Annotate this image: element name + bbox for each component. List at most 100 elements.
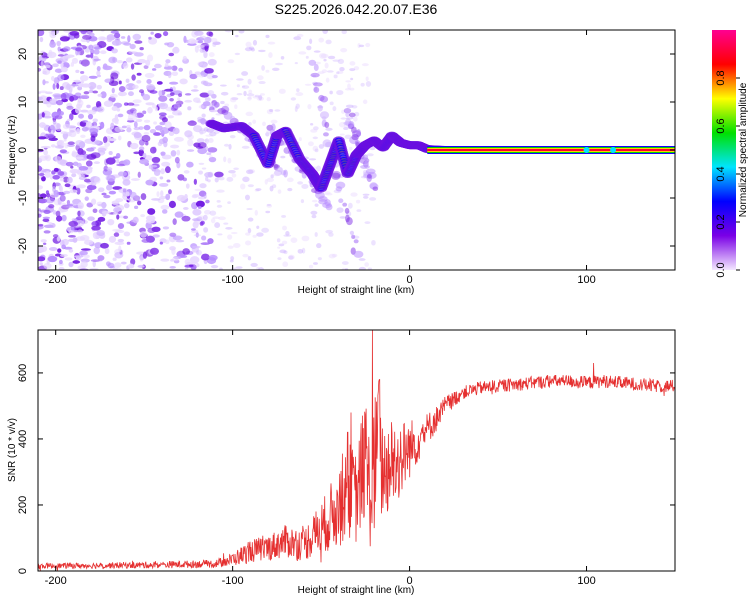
noise-blob: [247, 78, 252, 85]
snr-x-tick-label: 100: [577, 575, 595, 587]
noise-blob: [223, 143, 230, 147]
noise-blob: [353, 116, 358, 122]
noise-blob: [277, 257, 282, 261]
spectrogram-y-tick-label: -20: [17, 238, 29, 254]
noise-blob: [160, 258, 170, 262]
noise-blob: [235, 266, 243, 269]
noise-blob: [274, 109, 281, 112]
noise-blob: [55, 210, 61, 217]
noise-blob: [54, 68, 63, 73]
noise-blob: [133, 132, 142, 139]
noise-blob: [245, 240, 252, 246]
colorbar-tick-label: 0.2: [715, 214, 727, 229]
noise-blob: [204, 172, 213, 178]
noise-blob: [288, 255, 294, 260]
noise-blob: [67, 141, 75, 145]
noise-blob: [40, 193, 47, 199]
noise-blob: [349, 61, 356, 66]
noise-blob: [163, 31, 169, 37]
noise-blob: [364, 221, 371, 224]
noise-blob: [114, 126, 123, 132]
noise-blob: [123, 231, 131, 237]
noise-blob: [97, 255, 105, 261]
noise-blob: [365, 42, 371, 48]
noise-blob: [325, 39, 332, 45]
noise-blob: [93, 246, 100, 255]
noise-blob: [58, 259, 63, 265]
noise-blob: [56, 215, 63, 222]
noise-blob: [53, 167, 59, 172]
colorbar-tick-label: 0.8: [715, 70, 727, 85]
colorbar-ticks: 0.0 0.2 0.4 0.6 0.8: [715, 70, 740, 278]
noise-blob: [90, 259, 100, 262]
noise-blob: [40, 60, 44, 68]
noise-blob: [202, 214, 208, 221]
noise-blob: [195, 232, 199, 238]
noise-blob: [74, 107, 81, 114]
noise-blob: [295, 92, 304, 97]
noise-blob: [169, 232, 177, 237]
noise-blob: [86, 202, 94, 208]
noise-blob: [57, 110, 64, 116]
noise-blob: [109, 138, 117, 142]
noise-blob: [258, 94, 263, 101]
noise-blob: [45, 154, 51, 162]
noise-blob: [152, 234, 160, 238]
noise-blob: [199, 131, 204, 135]
noise-blob: [313, 50, 321, 53]
noise-blob: [38, 148, 45, 153]
noise-blob: [68, 261, 74, 268]
noise-blob: [159, 126, 170, 135]
noise-blob: [214, 171, 224, 178]
noise-blob: [41, 176, 46, 182]
noise-blob: [256, 225, 260, 229]
noise-blob: [293, 36, 302, 41]
noise-blob: [201, 44, 210, 47]
noise-blob: [117, 222, 125, 230]
noise-blob: [136, 72, 142, 76]
streak-blob: [276, 167, 283, 172]
noise-blob: [250, 262, 258, 268]
noise-blob: [129, 43, 136, 50]
noise-blob: [326, 70, 334, 73]
noise-blob: [200, 242, 211, 246]
noise-blob: [236, 92, 243, 96]
noise-blob: [349, 146, 353, 151]
spectrogram-x-tick-label: -100: [222, 274, 244, 286]
noise-blob: [258, 81, 266, 85]
noise-blob: [248, 89, 253, 95]
noise-blob: [209, 155, 213, 158]
noise-blob: [72, 237, 78, 243]
noise-blob: [65, 161, 74, 167]
streak-blob: [348, 112, 356, 118]
noise-blob: [114, 32, 121, 39]
noise-blob: [114, 114, 119, 122]
noise-blob: [87, 113, 94, 120]
noise-blob: [231, 173, 237, 178]
noise-blob: [38, 67, 42, 72]
streak-blob: [312, 82, 323, 87]
noise-blob: [73, 255, 84, 258]
noise-blob: [344, 88, 351, 91]
noise-blob: [130, 258, 136, 266]
noise-blob: [205, 199, 210, 204]
noise-blob: [280, 55, 285, 60]
noise-blob: [137, 171, 141, 178]
noise-blob: [308, 141, 314, 147]
noise-blob: [103, 136, 108, 144]
noise-blob: [317, 71, 325, 75]
noise-blob: [196, 44, 205, 49]
noise-blob: [226, 176, 234, 182]
noise-blob: [106, 184, 113, 191]
noise-blob: [96, 41, 107, 48]
noise-blob: [91, 198, 97, 205]
noise-blob: [301, 183, 309, 189]
noise-blob: [120, 36, 126, 39]
streak-blob: [342, 202, 348, 207]
noise-blob: [362, 193, 370, 196]
noise-blob: [204, 44, 209, 52]
streak-blob: [325, 203, 333, 211]
noise-blob: [149, 247, 159, 255]
noise-blob: [297, 248, 304, 254]
noise-blob: [206, 73, 215, 80]
